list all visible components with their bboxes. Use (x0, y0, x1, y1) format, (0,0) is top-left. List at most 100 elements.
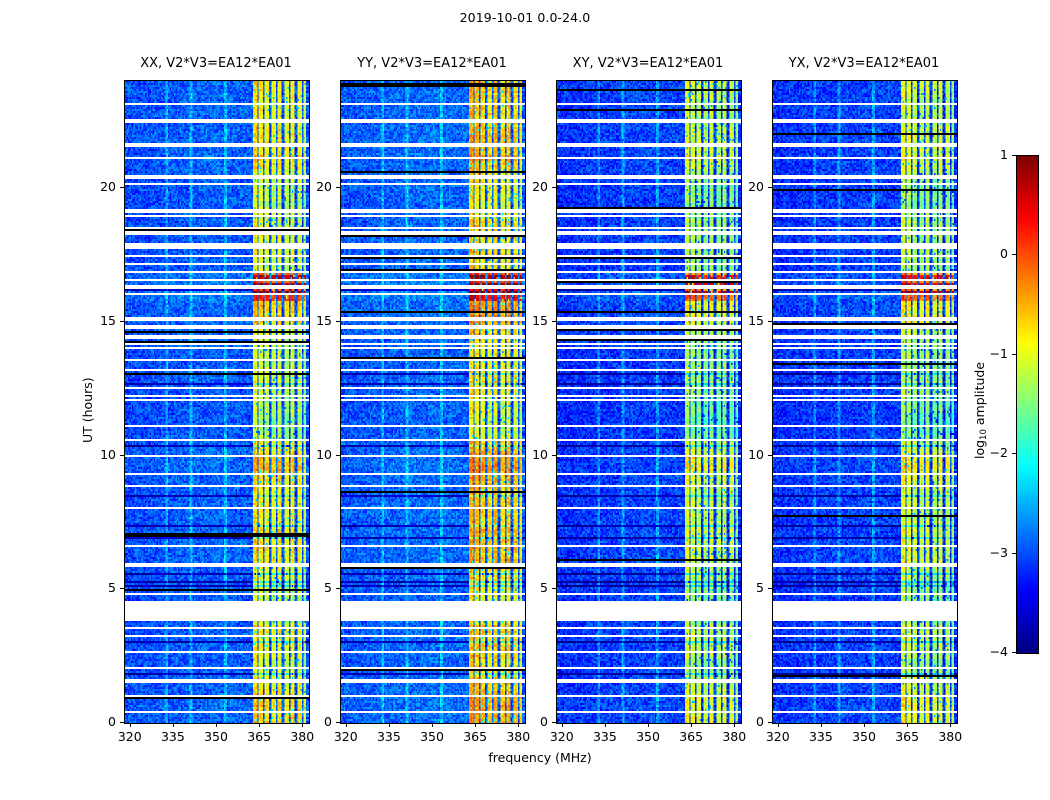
colorbar-tick-label: 0 (1000, 246, 1008, 262)
x-tick-mark (820, 723, 822, 727)
y-tick-mark (768, 187, 772, 188)
x-tick-mark (172, 723, 174, 727)
x-tick-label: 380 (290, 729, 315, 744)
y-tick-label: 5 (540, 580, 548, 596)
y-tick-label: 0 (324, 714, 332, 729)
y-tick-label: 20 (532, 179, 548, 194)
dynamic-spectrum-panel-yx[interactable] (772, 80, 958, 724)
colorbar-tick-mark (1012, 155, 1016, 156)
colorbar-label-prefix: log (972, 439, 987, 459)
colorbar-label-subscript: 10 (979, 428, 990, 440)
y-tick-mark (120, 187, 124, 188)
y-tick-label: 10 (532, 446, 548, 462)
y-tick-label: 0 (108, 714, 116, 729)
y-tick-mark (120, 588, 124, 590)
x-tick-label: 365 (247, 729, 272, 744)
y-tick-mark (120, 320, 124, 322)
x-tick-label: 365 (463, 729, 488, 744)
x-tick-label: 335 (376, 729, 401, 744)
x-tick-mark (259, 723, 261, 727)
colorbar-tick-mark (1012, 453, 1016, 455)
y-tick-label: 15 (532, 312, 548, 328)
y-tick-mark (336, 722, 340, 723)
subplot-title-yx: YX, V2*V3=EA12*EA01 (788, 56, 940, 71)
dynamic-spectrum-panel-yy[interactable] (340, 80, 526, 724)
y-tick-label: 10 (316, 446, 332, 462)
x-tick-label: 350 (852, 729, 876, 744)
colorbar-label: log10 amplitude (972, 361, 989, 458)
x-tick-mark (216, 723, 217, 727)
y-tick-mark (552, 722, 556, 723)
y-tick-mark (768, 588, 772, 590)
colorbar[interactable] (1016, 155, 1039, 654)
figure-suptitle: 2019-10-01 0.0-24.0 (459, 10, 591, 25)
colorbar-tick-mark (1012, 552, 1016, 554)
y-tick-label: 20 (316, 179, 332, 194)
colorbar-tick-label: −4 (989, 644, 1008, 659)
x-tick-label: 320 (765, 729, 790, 744)
y-tick-mark (552, 454, 556, 456)
spectrum-image-yx (773, 81, 957, 723)
colorbar-tick-label: −1 (989, 345, 1008, 361)
y-tick-label: 10 (748, 446, 764, 462)
y-tick-mark (552, 320, 556, 322)
subplot-title-xy: XY, V2*V3=EA12*EA01 (572, 56, 724, 71)
y-tick-mark (552, 187, 556, 188)
x-tick-mark (648, 723, 649, 727)
x-tick-mark (777, 723, 779, 727)
y-tick-label: 10 (100, 446, 116, 462)
y-tick-mark (336, 187, 340, 188)
x-tick-mark (604, 723, 606, 727)
x-tick-label: 320 (549, 729, 574, 744)
x-tick-mark (129, 723, 131, 727)
x-tick-mark (734, 723, 736, 727)
y-tick-mark (336, 320, 340, 322)
y-tick-label: 0 (540, 714, 548, 729)
x-tick-mark (561, 723, 563, 727)
x-tick-label: 350 (636, 729, 660, 744)
y-tick-label: 15 (748, 312, 764, 328)
y-tick-label: 20 (100, 179, 116, 194)
colorbar-tick-mark (1012, 652, 1016, 653)
x-tick-label: 335 (592, 729, 617, 744)
x-tick-label: 335 (160, 729, 185, 744)
y-tick-mark (336, 588, 340, 590)
x-tick-label: 350 (420, 729, 444, 744)
x-tick-mark (302, 723, 304, 727)
x-tick-label: 320 (333, 729, 358, 744)
colorbar-tick-mark (1012, 254, 1016, 256)
x-tick-mark (388, 723, 390, 727)
x-tick-mark (345, 723, 347, 727)
dynamic-spectrum-panel-xy[interactable] (556, 80, 742, 724)
y-tick-mark (120, 454, 124, 456)
colorbar-tick-label: −2 (989, 445, 1008, 461)
y-tick-mark (120, 722, 124, 723)
y-tick-label: 0 (756, 714, 764, 729)
spectrum-image-yy (341, 81, 525, 723)
y-tick-label: 15 (100, 312, 116, 328)
x-axis-label: frequency (MHz) (488, 750, 592, 765)
x-tick-label: 350 (204, 729, 228, 744)
x-tick-mark (432, 723, 433, 727)
dynamic-spectrum-panel-xx[interactable] (124, 80, 310, 724)
y-tick-mark (336, 454, 340, 456)
y-tick-mark (768, 454, 772, 456)
spectrum-image-xx (125, 81, 309, 723)
y-tick-label: 5 (324, 580, 332, 596)
x-tick-label: 380 (506, 729, 531, 744)
x-tick-mark (907, 723, 909, 727)
y-tick-label: 15 (316, 312, 332, 328)
x-tick-mark (518, 723, 520, 727)
colorbar-tick-label: 1 (1000, 147, 1008, 162)
x-tick-label: 380 (722, 729, 747, 744)
x-tick-mark (864, 723, 865, 727)
x-tick-label: 365 (895, 729, 920, 744)
x-tick-label: 380 (938, 729, 963, 744)
y-tick-mark (768, 320, 772, 322)
x-tick-mark (475, 723, 477, 727)
y-tick-mark (768, 722, 772, 723)
y-tick-label: 5 (756, 580, 764, 596)
y-tick-mark (552, 588, 556, 590)
y-tick-label: 5 (108, 580, 116, 596)
